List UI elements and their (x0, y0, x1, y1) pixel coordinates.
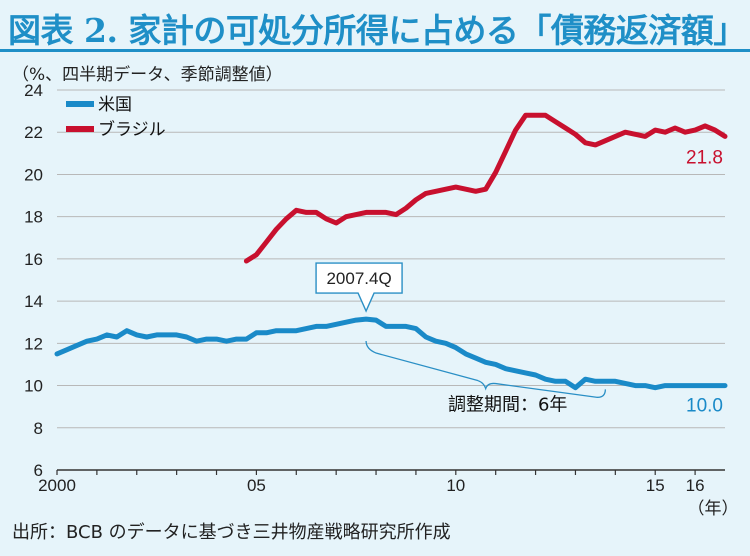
adjust-period-label: 調整期間：6年 (448, 395, 567, 416)
y-tick-label-14: 14 (24, 292, 43, 311)
y-tick-label-20: 20 (24, 165, 43, 184)
y-tick-label-10: 10 (24, 377, 43, 396)
legend-label-0: 米国 (98, 95, 132, 115)
end-label-series-1: 21.8 (686, 147, 723, 168)
y-tick-label-16: 16 (24, 250, 43, 269)
x-tick-label-16: 16 (686, 476, 705, 495)
chart-title: 図表 2. 家計の可処分所得に占める「債務返済額」 (8, 11, 746, 50)
y-tick-label-18: 18 (24, 208, 43, 227)
series-line-1 (243, 112, 728, 264)
end-label-series-0: 10.0 (686, 396, 723, 417)
series-line-0 (54, 316, 728, 391)
x-tick-label-05: 05 (247, 476, 266, 495)
adjust-period-bracket (365, 341, 607, 398)
series-lines: 10.0 21.8 (54, 112, 728, 417)
legend-label-1: ブラジル (98, 119, 166, 140)
title-rule (0, 49, 750, 52)
y-axis-ticks: 6 8 10 12 14 16 18 20 22 24 (24, 81, 43, 480)
peak-callout-box (315, 262, 403, 313)
y-tick-label-8: 8 (34, 419, 43, 438)
x-tick-label-10: 10 (446, 476, 465, 495)
y-tick-label-24: 24 (24, 81, 43, 100)
y-tick-label-22: 22 (24, 123, 43, 142)
x-axis: 2000 05 10 15 16 （年） (38, 469, 739, 518)
y-tick-label-12: 12 (24, 334, 43, 353)
unit-note: （%、四半期データ、季節調整値） (12, 65, 283, 85)
annotations: 2007.4Q 調整期間：6年 (315, 262, 607, 416)
peak-callout-label: 2007.4Q (326, 269, 391, 288)
y-tick-label-6: 6 (34, 461, 43, 480)
source-note: 出所：BCB のデータに基づき三井物産戦略研究所作成 (12, 522, 451, 543)
x-unit-label: （年） (688, 499, 739, 518)
x-tick-label-2000: 2000 (38, 476, 76, 495)
x-tick-label-15: 15 (646, 476, 665, 495)
gridlines (57, 89, 725, 429)
